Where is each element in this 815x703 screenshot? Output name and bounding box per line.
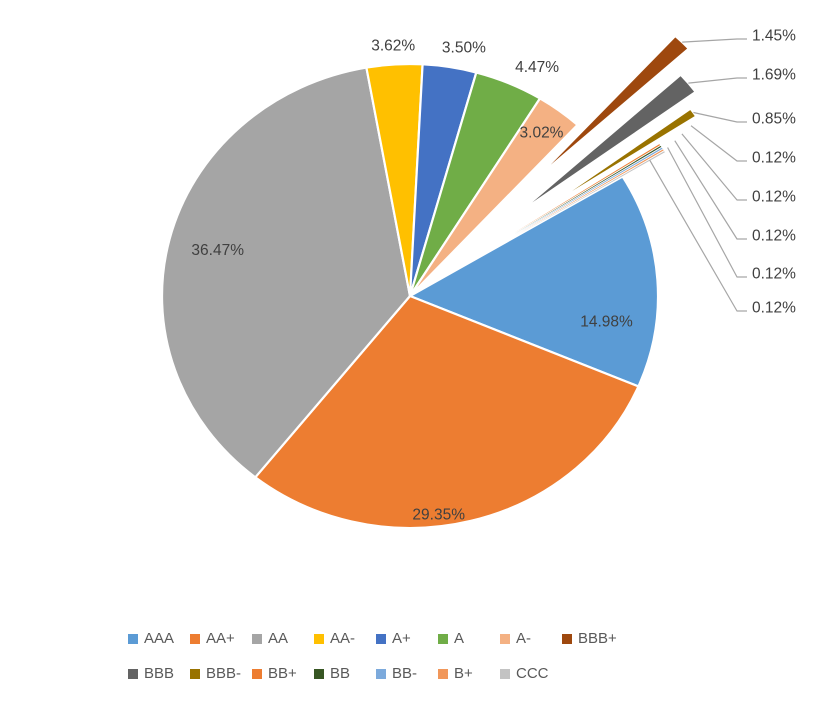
legend-item-BB-[interactable]: BB- <box>376 665 438 682</box>
legend-swatch-BBB- <box>190 668 200 679</box>
callout-label-BBB: 1.69% <box>752 67 796 84</box>
leader-line-BB+ <box>690 125 747 162</box>
legend-label-BBB-: BBB- <box>206 665 242 682</box>
slice-label-AAA: 14.98% <box>580 313 633 330</box>
leader-line-B+ <box>667 147 747 278</box>
slice-label-AA-: 3.62% <box>371 37 415 54</box>
legend-item-A+[interactable]: A+ <box>376 630 438 647</box>
legend-swatch-A+ <box>376 633 386 644</box>
slice-label-AA+: 29.35% <box>412 506 465 523</box>
legend-label-B+: B+ <box>454 665 473 682</box>
legend-item-AA[interactable]: AA <box>252 630 314 647</box>
legend-item-BB[interactable]: BB <box>314 665 376 682</box>
legend-label-BB-: BB- <box>392 665 418 682</box>
legend-item-BBB-[interactable]: BBB- <box>190 665 252 682</box>
slice-labels: 14.98% 29.35% 36.47% 3.62% 3.50% 4.47% 3.02% 1.… <box>191 28 796 524</box>
legend-label-A-: A- <box>516 630 531 647</box>
leader-line-BBB- <box>693 111 747 123</box>
legend-swatch-BBB+ <box>562 633 572 644</box>
leader-line-BB- <box>674 140 747 240</box>
legend-item-AA-[interactable]: AA- <box>314 630 376 647</box>
legend-swatch-AAA <box>128 633 138 644</box>
legend-row-1: AAA AA+ AA AA- A+ A A- BBB+ <box>128 630 624 647</box>
legend-swatch-BB <box>314 668 324 679</box>
legend-swatch-BB+ <box>252 668 262 679</box>
slice-label-A-: 3.02% <box>520 125 564 142</box>
legend-label-BB: BB <box>330 665 351 682</box>
legend-label-A+: A+ <box>392 630 411 647</box>
legend-item-A[interactable]: A <box>438 630 500 647</box>
pie-slice-BB[interactable] <box>514 145 662 234</box>
legend-item-BB+[interactable]: BB+ <box>252 665 314 682</box>
legend-label-AAA: AAA <box>144 630 175 647</box>
legend-label-CCC: CCC <box>516 665 549 682</box>
pie-slices <box>160 34 698 530</box>
legend-swatch-AA+ <box>190 633 200 644</box>
callout-label-BB-: 0.12% <box>752 228 796 245</box>
pie-slice-AA+[interactable] <box>254 294 640 530</box>
callout-label-BB: 0.12% <box>752 189 796 206</box>
legend-label-AA+: AA+ <box>206 630 235 647</box>
pie-slice-A-[interactable] <box>408 97 579 298</box>
legend-item-BBB[interactable]: BBB <box>128 665 190 682</box>
legend-item-AA+[interactable]: AA+ <box>190 630 252 647</box>
legend-swatch-BB- <box>376 668 386 679</box>
legend-item-A-[interactable]: A- <box>500 630 562 647</box>
slice-label-AA: 36.47% <box>191 242 244 259</box>
callout-label-CCC: 0.12% <box>752 300 796 317</box>
legend-label-BB+: BB+ <box>268 665 297 682</box>
callout-label-B+: 0.12% <box>752 266 796 283</box>
callout-label-BBB+: 1.45% <box>752 28 796 45</box>
leader-line-BBB+ <box>682 38 747 43</box>
legend-swatch-AA <box>252 633 262 644</box>
pie-slice-AA[interactable] <box>160 66 412 479</box>
callout-label-BBB-: 0.85% <box>752 111 796 128</box>
legend-label-AA: AA <box>268 630 289 647</box>
legend-swatch-AA- <box>314 633 324 644</box>
pie-slice-CCC[interactable] <box>516 151 665 236</box>
pie-slice-B+[interactable] <box>515 149 664 236</box>
legend-swatch-B+ <box>438 668 448 679</box>
slice-label-A: 4.47% <box>515 59 559 76</box>
legend-label-BBB+: BBB+ <box>578 630 617 647</box>
callout-label-BB+: 0.12% <box>752 150 796 167</box>
legend-item-CCC[interactable]: CCC <box>500 665 562 682</box>
pie-slice-BB+[interactable] <box>514 144 661 233</box>
legend-label-AA-: AA- <box>330 630 356 647</box>
pie-slice-BB-[interactable] <box>515 147 663 235</box>
leader-lines <box>649 38 747 312</box>
leader-line-CCC <box>649 159 747 312</box>
legend-item-AAA[interactable]: AAA <box>128 630 190 647</box>
pie-slice-AAA[interactable] <box>408 175 660 388</box>
legend-swatch-BBB <box>128 668 138 679</box>
legend-swatch-A <box>438 633 448 644</box>
legend-swatch-A- <box>500 633 510 644</box>
legend-item-B+[interactable]: B+ <box>438 665 500 682</box>
slice-label-A+: 3.50% <box>442 40 486 57</box>
legend-swatch-CCC <box>500 668 510 679</box>
legend-item-BBB+[interactable]: BBB+ <box>562 630 624 647</box>
leader-line-BB <box>681 133 747 201</box>
legend-label-A: A <box>454 630 465 647</box>
leader-line-BBB <box>688 77 747 84</box>
legend-row-2: BBB BBB- BB+ BB BB- B+ CCC <box>128 665 562 682</box>
legend-label-BBB: BBB <box>144 665 175 682</box>
